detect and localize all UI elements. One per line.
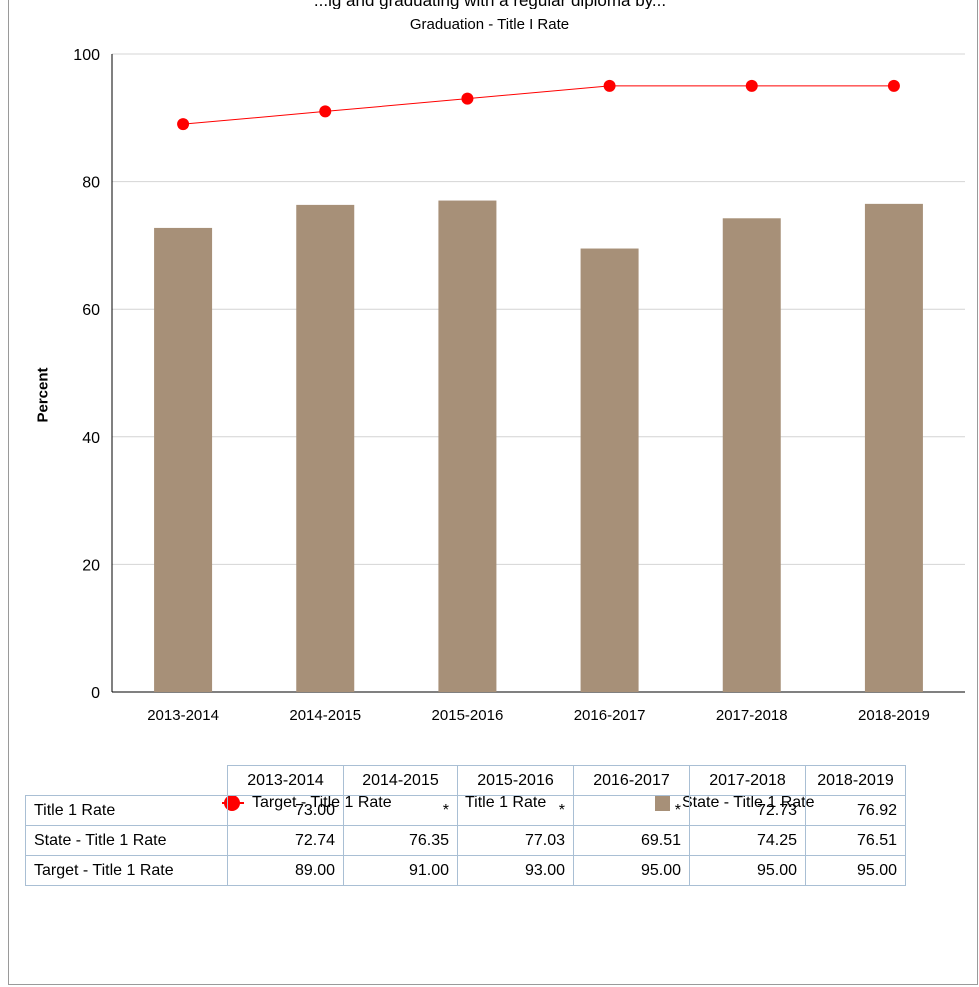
x-tick-label: 2016-2017 [574, 707, 646, 724]
table-header-cell: 2013-2014 [227, 765, 344, 796]
table-header-cell: 2014-2015 [343, 765, 458, 796]
clipped-header-text: ...ig and graduating with a regular dipl… [230, 0, 750, 9]
x-tick-label: 2015-2016 [432, 707, 504, 724]
y-tick-label: 80 [82, 175, 100, 192]
table-header-cell: 2016-2017 [573, 765, 690, 796]
x-tick-label: 2017-2018 [716, 707, 788, 724]
bar [154, 227, 213, 692]
x-tick-label: 2014-2015 [289, 707, 361, 724]
table-header-row: 2013-2014 2014-2015 2015-2016 2016-2017 … [26, 765, 906, 796]
y-axis-label: Percent [34, 367, 52, 423]
table-cell: 73.00 [227, 795, 344, 826]
table-cell: * [343, 795, 458, 826]
x-tick-label: 2018-2019 [858, 707, 930, 724]
table-cell: 95.00 [573, 855, 690, 886]
table-cell: 76.51 [805, 825, 906, 856]
bar [580, 248, 639, 693]
table-cell: 69.51 [573, 825, 690, 856]
table-cell: * [573, 795, 690, 826]
table-cell: 74.25 [689, 825, 806, 856]
chart-title: Graduation - Title I Rate [409, 16, 570, 33]
table-header-cell: 2018-2019 [805, 765, 906, 796]
table-cell: 95.00 [689, 855, 806, 886]
y-tick-label: 0 [91, 685, 100, 702]
line-point [603, 79, 616, 92]
line-point [461, 92, 474, 105]
table-corner-cell [26, 766, 228, 796]
y-tick-label: 100 [73, 47, 100, 64]
table-cell: 95.00 [805, 855, 906, 886]
table-cell: 89.00 [227, 855, 344, 886]
data-table: 2013-2014 2014-2015 2015-2016 2016-2017 … [25, 765, 906, 886]
table-row-label: Target - Title 1 Rate [25, 855, 228, 886]
table-header-cell: 2017-2018 [689, 765, 806, 796]
line-point [887, 79, 900, 92]
x-tick-label: 2013-2014 [147, 707, 219, 724]
table-row-label: Title 1 Rate [25, 795, 228, 826]
table-header-cell: 2015-2016 [457, 765, 574, 796]
table-cell: 72.74 [227, 825, 344, 856]
bar [438, 200, 497, 693]
chart-plot: 0 20 40 60 80 100 2013-2014 2014-2015 2015-2016 2… [73, 47, 965, 724]
table-cell: * [457, 795, 574, 826]
table-cell: 76.35 [343, 825, 458, 856]
table-row: Title 1 Rate 73.00 * * * 72.73 76.92 [25, 795, 906, 826]
line-point [745, 79, 758, 92]
line-point [319, 105, 332, 118]
table-row-label: State - Title 1 Rate [25, 825, 228, 856]
bar [296, 204, 355, 692]
table-row: State - Title 1 Rate 72.74 76.35 77.03 6… [25, 825, 906, 856]
y-tick-label: 40 [82, 430, 100, 447]
table-row: Target - Title 1 Rate 89.00 91.00 93.00 … [25, 855, 906, 886]
chart-frame [8, 0, 978, 985]
bar [722, 218, 781, 692]
series-line [183, 85, 894, 125]
bar [864, 203, 923, 692]
table-cell: 76.92 [805, 795, 906, 826]
table-cell: 93.00 [457, 855, 574, 886]
y-tick-label: 60 [82, 302, 100, 319]
table-cell: 91.00 [343, 855, 458, 886]
y-tick-label: 20 [82, 557, 100, 574]
line-point [177, 118, 190, 131]
table-cell: 77.03 [457, 825, 574, 856]
table-cell: 72.73 [689, 795, 806, 826]
